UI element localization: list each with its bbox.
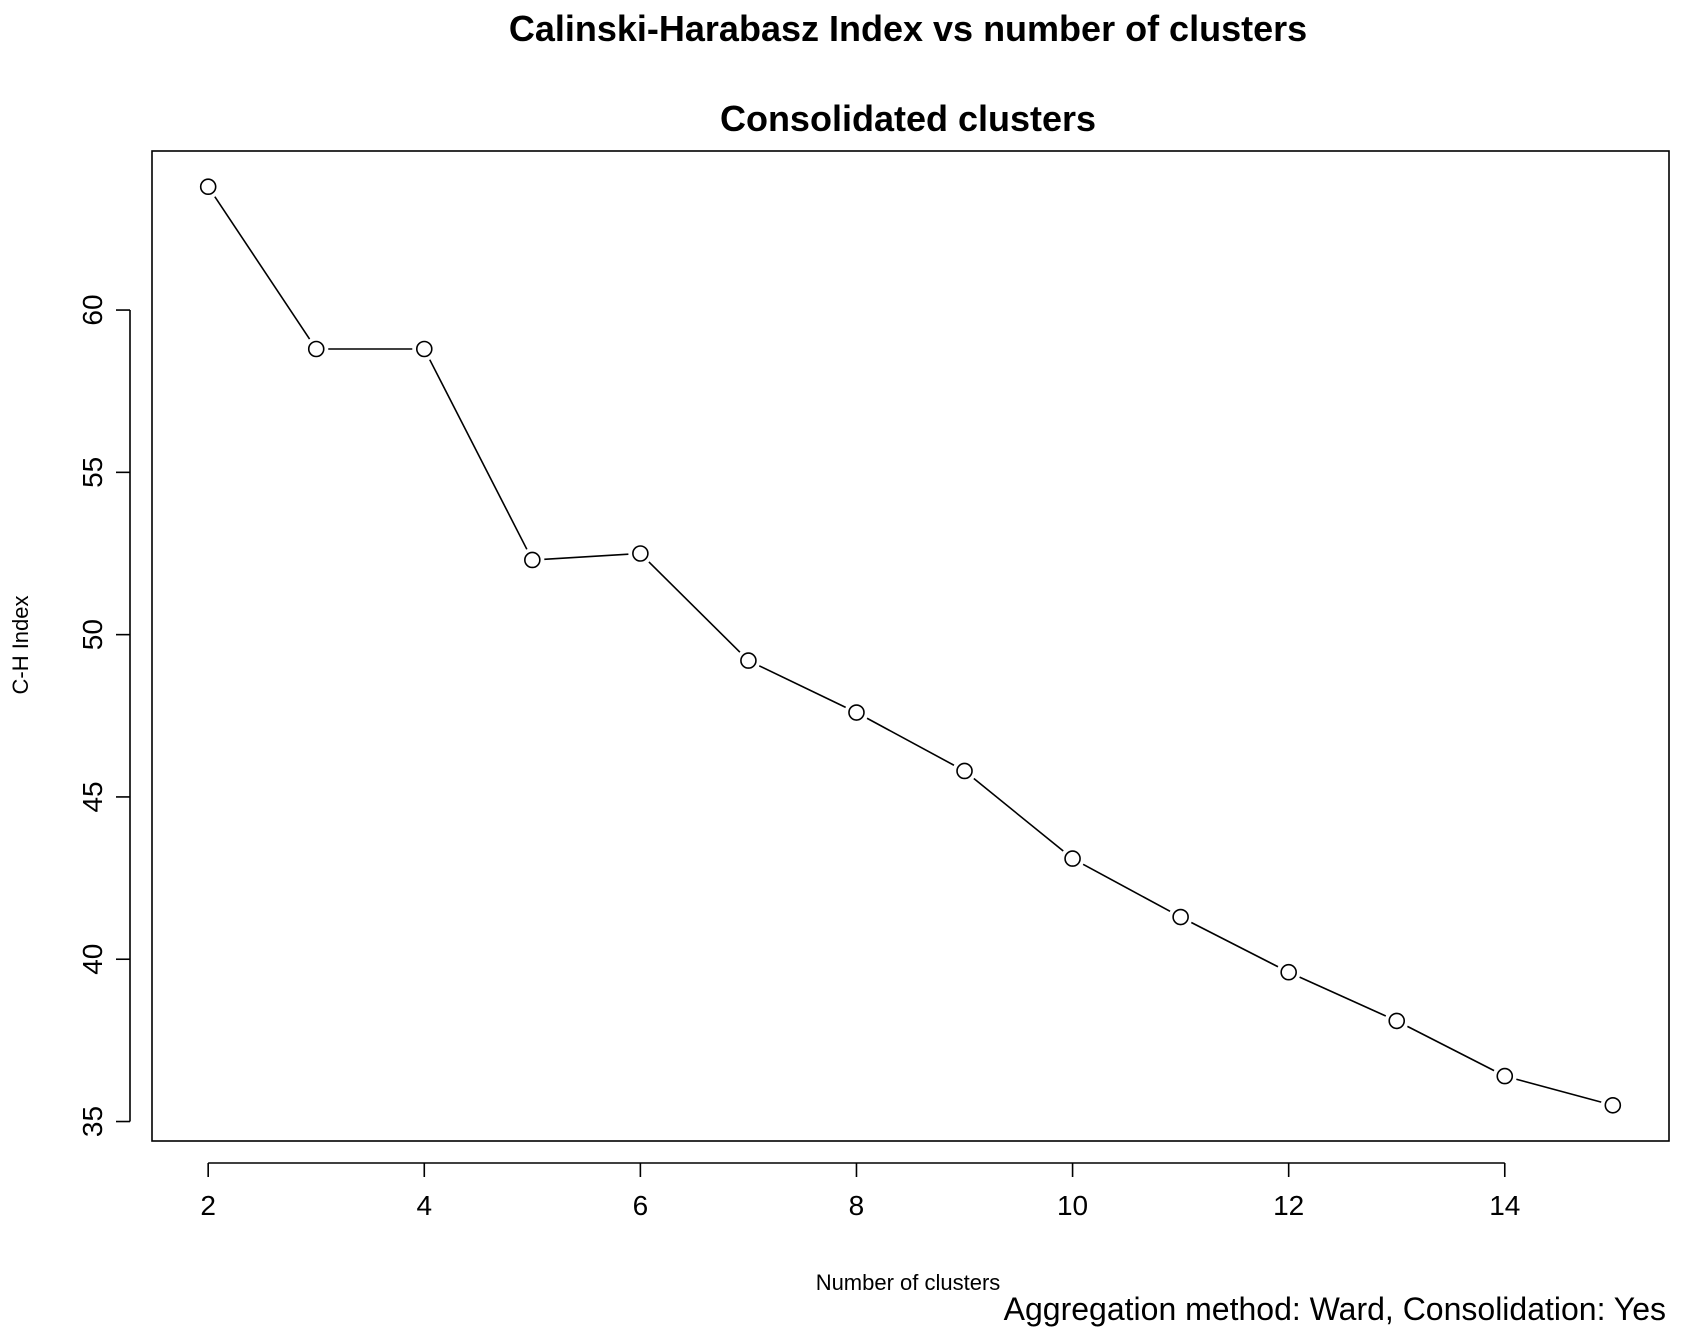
data-series (199, 178, 1622, 1114)
line-segment (214, 196, 311, 340)
line-segment (1407, 1025, 1495, 1072)
data-point (1172, 908, 1189, 926)
x-tick-label: 14 (1489, 1190, 1520, 1221)
x-axis-title: Number of clusters (816, 1270, 1001, 1295)
data-point (1496, 1067, 1514, 1085)
data-point (632, 545, 649, 562)
x-tick-label: 4 (416, 1190, 432, 1221)
y-tick-label: 40 (77, 944, 108, 975)
chart-caption: Aggregation method: Ward, Consolidation:… (1004, 1291, 1666, 1327)
data-point (524, 551, 541, 569)
x-axis: 2 4 6 8 10 12 14 (200, 1162, 1520, 1221)
line-segment (866, 717, 955, 766)
data-point (1064, 850, 1081, 867)
line-segment (1190, 921, 1279, 968)
line-segment (648, 561, 741, 653)
y-tick-label: 45 (77, 781, 108, 812)
data-point (307, 340, 325, 358)
y-tick-label: 55 (77, 457, 108, 488)
x-tick-label: 6 (633, 1190, 649, 1221)
y-axis-title: C-H Index (8, 595, 33, 694)
line-segment (758, 665, 847, 709)
x-tick-label: 12 (1273, 1190, 1304, 1221)
chart-subtitle: Consolidated clusters (720, 98, 1096, 139)
data-point (1604, 1096, 1622, 1114)
data-point (199, 178, 217, 196)
line-segment (1082, 863, 1171, 913)
data-point (740, 652, 757, 669)
line-segment (1516, 1078, 1602, 1103)
data-point (1280, 963, 1297, 981)
data-point (1388, 1012, 1406, 1030)
y-axis: 35 40 45 50 55 60 (77, 294, 131, 1137)
line-segment (1299, 976, 1387, 1017)
line-segment (429, 359, 528, 550)
line-segment (544, 553, 629, 561)
data-point (848, 704, 865, 721)
x-tick-label: 8 (849, 1190, 865, 1221)
plot-frame (151, 150, 1670, 1142)
data-point (956, 762, 973, 780)
x-tick-label: 2 (200, 1190, 216, 1221)
data-point (415, 340, 433, 358)
line-segment (973, 777, 1064, 852)
y-tick-label: 60 (77, 294, 108, 325)
x-tick-label: 10 (1057, 1190, 1088, 1221)
chart-title: Calinski-Harabasz Index vs number of clu… (509, 8, 1307, 49)
y-tick-label: 50 (77, 619, 108, 650)
y-tick-label: 35 (77, 1106, 108, 1137)
